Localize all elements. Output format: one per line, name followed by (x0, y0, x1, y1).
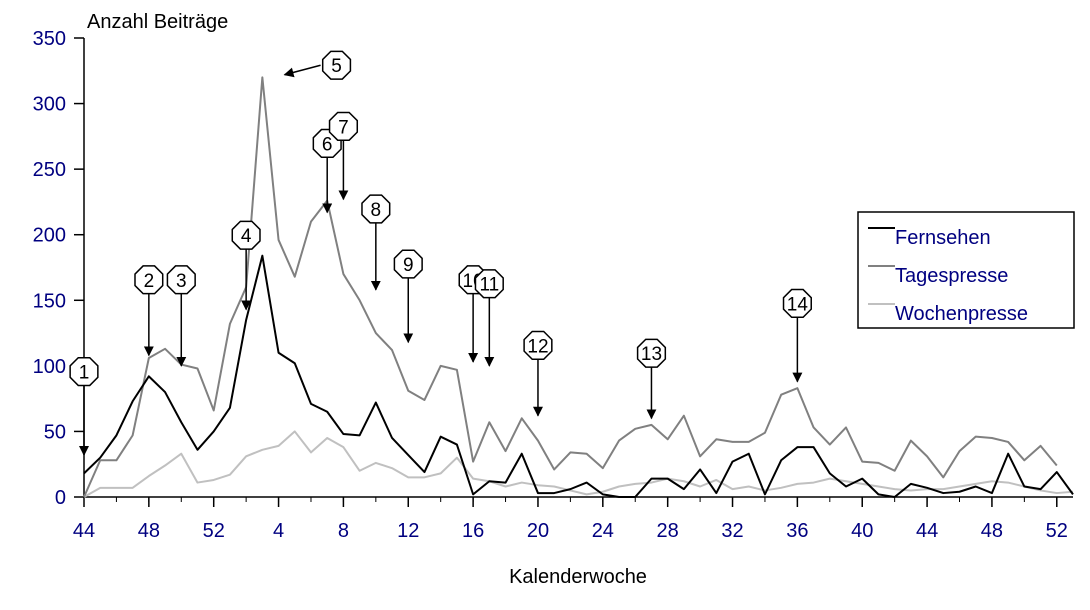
callout-number: 7 (338, 117, 349, 138)
x-tick-label: 44 (916, 520, 938, 542)
callout-number: 5 (331, 56, 342, 77)
legend-box (857, 211, 1075, 329)
callout-number: 3 (176, 271, 187, 292)
callout-arrow (283, 64, 321, 78)
callout-badge (361, 194, 391, 224)
y-tick-label: 100 (33, 356, 66, 378)
x-tick-label: 8 (338, 520, 349, 542)
callout-badge (393, 249, 423, 279)
callout-number: 6 (322, 134, 333, 155)
x-axis-label: Kalenderwoche (509, 566, 647, 588)
callout-badge (636, 338, 667, 368)
legend: Fernsehen Tagespresse Wochenpresse (857, 211, 1075, 329)
callout-11: 11 (474, 269, 504, 367)
callout-number: 1 (79, 363, 90, 384)
x-tick-label: 16 (462, 520, 484, 542)
legend-label-fernsehen: Fernsehen (895, 227, 991, 249)
callout-2: 2 (134, 265, 164, 357)
callout-badge (69, 356, 99, 387)
series-line-wochenpresse (83, 430, 1074, 498)
y-tick-label: 250 (33, 159, 66, 181)
y-tick-label: 0 (55, 487, 66, 509)
x-tick-label: 44 (73, 520, 95, 542)
y-tick-label: 200 (33, 225, 66, 247)
callout-3: 3 (166, 265, 196, 367)
callout-badge (166, 265, 196, 295)
x-tick-label: 24 (592, 520, 614, 542)
x-tick-label: 20 (527, 520, 549, 542)
callout-badge (134, 265, 164, 295)
y-tick-label: 150 (33, 290, 66, 312)
x-tick-label: 48 (981, 520, 1003, 542)
x-tick-label: 36 (786, 520, 808, 542)
x-tick-label: 52 (203, 520, 225, 542)
callout-4: 4 (231, 220, 261, 311)
y-tick-label: 50 (44, 421, 66, 443)
legend-label-tagespresse: Tagespresse (895, 265, 1008, 287)
y-tick-label: 350 (33, 28, 66, 50)
callout-number: 8 (371, 200, 382, 221)
callout-7: 7 (328, 111, 359, 201)
callout-14: 14 (782, 288, 812, 383)
callout-number: 13 (641, 344, 662, 365)
x-tick-label: 4 (273, 520, 284, 542)
callout-9: 9 (393, 249, 423, 344)
callout-badge (523, 330, 553, 360)
callout-12: 12 (523, 330, 553, 417)
callout-number: 12 (527, 336, 548, 357)
x-tick-label: 32 (721, 520, 743, 542)
callout-5: 5 (283, 50, 352, 80)
callout-8: 8 (361, 194, 391, 291)
callout-badge (782, 288, 812, 319)
callout-number: 14 (787, 294, 809, 315)
x-tick-label: 52 (1046, 520, 1068, 542)
x-tick-label: 28 (657, 520, 679, 542)
callout-13: 13 (636, 338, 667, 420)
callout-6: 6 (312, 128, 342, 214)
x-tick-label: 40 (851, 520, 873, 542)
x-tick-label: 48 (138, 520, 160, 542)
y-axis-label: Anzahl Beiträge (87, 11, 228, 33)
callout-number: 2 (144, 271, 155, 292)
callout-badge (474, 269, 504, 299)
callout-badge (328, 111, 359, 141)
legend-label-wochenpresse: Wochenpresse (895, 303, 1028, 325)
callout-number: 9 (403, 255, 414, 276)
callout-badge (231, 220, 261, 250)
callout-badge (321, 50, 352, 80)
y-tick-label: 300 (33, 94, 66, 116)
callout-number: 4 (241, 226, 252, 247)
callout-number: 11 (479, 275, 499, 296)
x-tick-label: 12 (397, 520, 419, 542)
callout-1: 1 (69, 356, 99, 457)
